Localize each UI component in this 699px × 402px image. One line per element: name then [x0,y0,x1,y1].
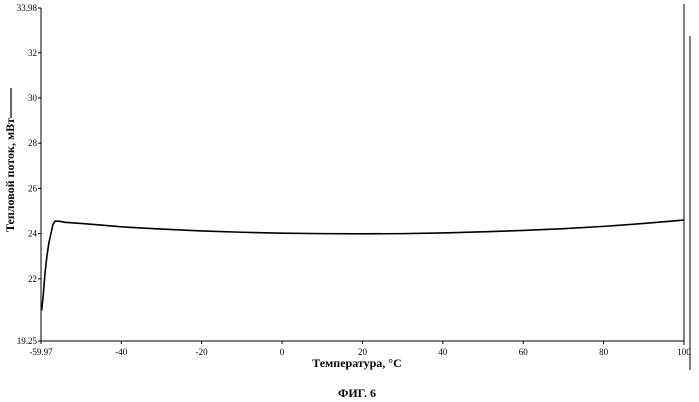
x-tick-label: 60 [519,347,529,357]
x-tick-label: 80 [599,347,609,357]
x-tick-label: 40 [438,347,448,357]
y-tick-label: 28 [28,138,38,148]
y-tick-label: 33.98 [17,3,38,13]
x-tick-label: -59.97 [29,347,53,357]
x-ticks: -59.97-40-20020406080100 [29,341,691,357]
figure-caption: ФИГ. 6 [338,386,376,400]
series-layer [42,220,684,310]
axes [41,4,690,370]
x-tick-label: -20 [196,347,208,357]
y-tick-label: 30 [28,93,38,103]
x-tick-label: -40 [115,347,127,357]
x-tick-label: 100 [677,347,691,357]
y-tick-label: 19.25 [17,336,38,346]
x-tick-label: 0 [280,347,285,357]
y-tick-label: 26 [28,183,38,193]
x-axis-title: Температура, °C [312,356,402,370]
y-tick-label: 32 [28,48,37,58]
heat-flow-series-line [42,220,684,310]
y-axis-title: Тепловой поток, мВт [3,118,17,232]
y-tick-label: 22 [28,274,37,284]
y-ticks: 19.25 22 24 26 28 30 32 33.98 [17,3,41,346]
y-tick-label: 24 [28,229,38,239]
